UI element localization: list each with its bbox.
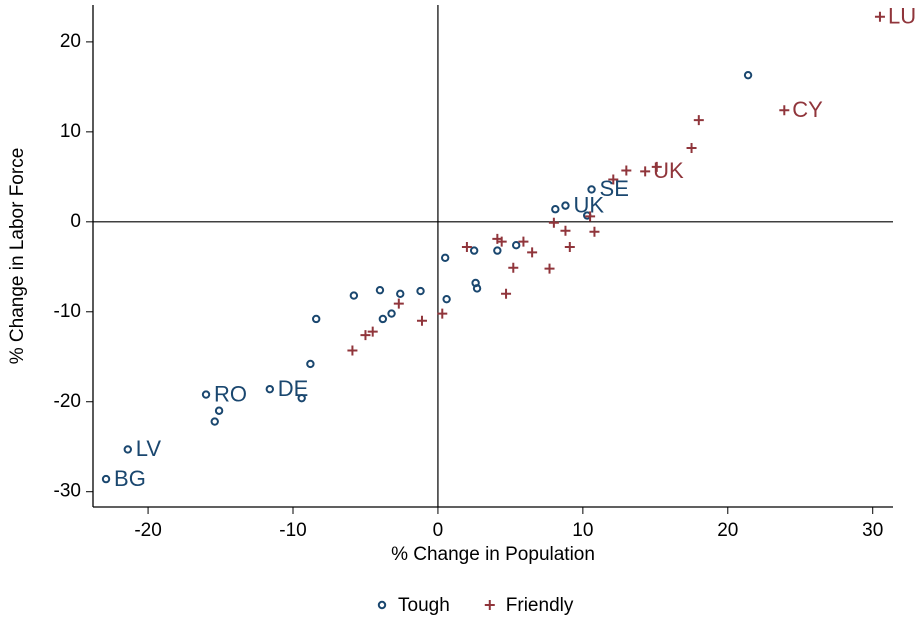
circle-marker [297,393,306,403]
circle-marker [123,445,132,454]
legend-label: Friendly [506,595,574,616]
circle-marker [551,205,560,214]
plus-marker [686,143,697,154]
circle-marker [396,289,405,298]
plus-marker [693,115,704,126]
circle-marker [442,294,451,304]
plus-marker [544,263,555,274]
circle-marker [469,246,479,255]
plus-marker [560,225,571,236]
circle-marker [511,241,521,250]
plus-marker [548,217,559,228]
x-tick-label: -10 [279,520,306,541]
plus-marker [496,236,507,247]
plus-marker [518,236,529,247]
y-tick-label: -30 [54,481,81,502]
x-tick-label: 30 [862,520,883,541]
plus-marker [564,242,575,253]
circle-marker [265,384,275,394]
y-tick-label: 0 [70,211,81,232]
circle-marker [587,185,596,194]
plus-marker [651,161,662,172]
circle-marker [743,70,753,80]
plus-marker [501,288,512,299]
circle-marker [101,474,111,484]
point-label: LV [136,436,162,461]
x-tick-label: -20 [134,520,161,541]
y-axis-label: % Change in Labor Force [7,148,28,365]
point-label: DE [278,376,309,401]
circle-marker [214,406,224,415]
plus-marker [640,166,651,177]
circle-marker [349,291,359,300]
plus-marker [347,345,358,356]
x-tick-label: 0 [433,520,444,541]
circle-marker [210,417,219,426]
y-tick-label: -20 [54,391,81,412]
point-label: BG [114,466,146,491]
circle-marker [375,285,385,295]
circle-marker [387,309,396,318]
y-tick-label: -10 [54,301,81,322]
circle-marker [306,359,315,369]
plus-marker [608,174,619,185]
point-label: CY [792,97,823,122]
plus-marker [437,308,448,319]
plus-marker [874,11,885,22]
x-tick-label: 20 [717,520,738,541]
point-label: UK [653,158,684,183]
legend-label: Tough [398,595,450,616]
y-tick-label: 20 [60,31,81,52]
circle-marker [378,314,388,324]
circle-marker [561,201,570,210]
circle-marker [493,246,502,255]
point-label: LU [888,4,916,29]
plus-marker [508,262,519,273]
plus-marker [484,600,495,610]
circle-marker [377,600,387,610]
plus-marker [779,105,790,116]
plus-marker [461,242,472,253]
point-label: RO [214,381,247,406]
plus-marker [416,315,427,326]
circle-marker [311,314,321,324]
plus-marker [360,330,371,341]
plus-marker [585,211,596,222]
plus-marker [367,326,378,337]
circle-marker [416,286,425,296]
x-axis-label: % Change in Population [391,544,595,565]
y-tick-label: 10 [60,121,81,142]
plus-marker [621,165,632,176]
plus-marker [589,226,600,237]
plus-marker [393,298,404,309]
plus-marker [527,247,538,258]
x-tick-label: 10 [572,520,593,541]
circle-marker [440,253,450,262]
circle-marker [201,390,211,399]
circle-marker [472,284,482,293]
